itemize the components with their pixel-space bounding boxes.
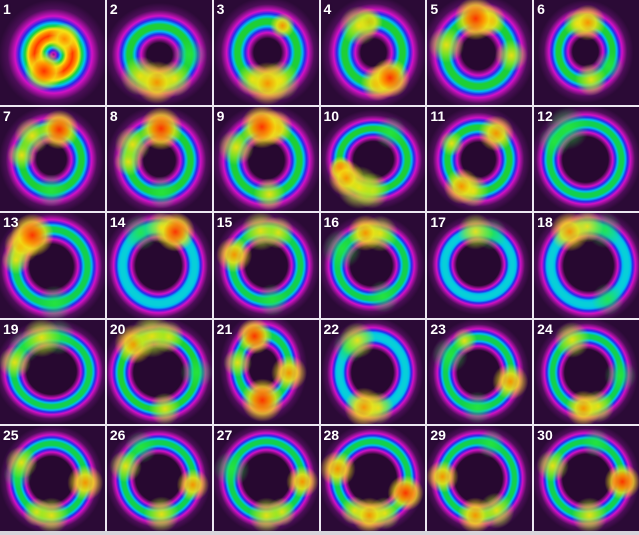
heatmap-panel: 4 <box>320 0 426 105</box>
heatmap-panel: 27 <box>213 426 319 531</box>
panel-number: 15 <box>216 214 233 231</box>
heatmap-panel: 6 <box>534 0 639 105</box>
panel-number: 13 <box>3 214 19 231</box>
panel-number: 9 <box>216 107 225 124</box>
heatmap-panel: 30 <box>534 426 639 531</box>
panel-number: 6 <box>537 1 545 17</box>
heatmap-panel: 20 <box>106 319 212 425</box>
panel-number: 8 <box>109 107 118 124</box>
panel-number: 20 <box>109 320 126 337</box>
panel-number: 29 <box>430 427 446 444</box>
panel-number: 1 <box>3 1 11 17</box>
heatmap-panel: 25 <box>0 426 105 531</box>
heatmap-panel: 11 <box>427 106 533 212</box>
panel-number: 12 <box>537 107 553 124</box>
heatmap-panel: 17 <box>427 213 533 318</box>
panel-number: 27 <box>216 427 233 444</box>
heatmap-panel: 1 <box>0 0 105 105</box>
panel-number: 28 <box>323 427 340 444</box>
heatmap-panel: 23 <box>427 319 533 425</box>
panel-number: 5 <box>430 1 439 17</box>
panel-number: 23 <box>430 320 446 337</box>
panel-number: 18 <box>537 214 553 231</box>
heatmap-panel: 29 <box>427 426 533 531</box>
panel-number: 21 <box>216 320 233 337</box>
heatmap-panel: 26 <box>106 426 212 531</box>
heatmap-panel: 28 <box>320 426 426 531</box>
heatmap-panel: 24 <box>534 319 639 425</box>
heatmap-panel: 10 <box>320 106 426 212</box>
heatmap-panel: 19 <box>0 319 105 425</box>
heatmap-panel: 14 <box>106 213 212 318</box>
panel-number: 16 <box>323 214 340 231</box>
panel-number: 4 <box>323 1 332 17</box>
panel-number: 26 <box>109 427 126 444</box>
heatmap-panel: 5 <box>427 0 533 105</box>
panel-number: 24 <box>537 320 553 337</box>
heatmap-panel: 13 <box>0 213 105 318</box>
panel-number: 10 <box>323 107 340 124</box>
heatmap-panel: 2 <box>106 0 212 105</box>
panel-number: 17 <box>430 214 446 231</box>
panel-number: 22 <box>323 320 340 337</box>
panel-number: 2 <box>109 1 118 17</box>
heatmap-panel: 22 <box>320 319 426 425</box>
bottom-strip <box>0 531 639 535</box>
heatmap-panel: 3 <box>213 0 319 105</box>
heatmap-panel: 15 <box>213 213 319 318</box>
heatmap-panel: 7 <box>0 106 105 212</box>
heatmap-panel: 12 <box>534 106 639 212</box>
heatmap-panel: 8 <box>106 106 212 212</box>
panel-number: 19 <box>3 320 19 337</box>
heatmap-panel: 21 <box>213 319 319 425</box>
panel-number: 25 <box>3 427 19 444</box>
heatmap-panel: 9 <box>213 106 319 212</box>
panel-number: 3 <box>216 1 225 17</box>
panel-number: 14 <box>109 214 126 231</box>
heatmap-panel: 18 <box>534 213 639 318</box>
heatmap-panel: 16 <box>320 213 426 318</box>
panel-number: 11 <box>430 107 446 124</box>
panel-number: 30 <box>537 427 553 444</box>
panel-number: 7 <box>3 107 11 124</box>
